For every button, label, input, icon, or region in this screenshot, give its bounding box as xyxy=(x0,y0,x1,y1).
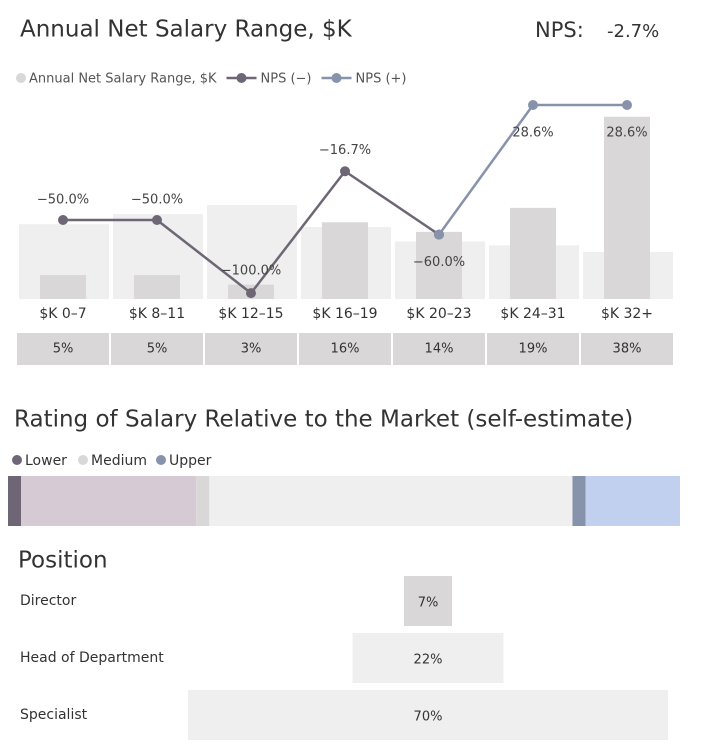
value-label: 7% xyxy=(418,596,439,611)
x-tick-label: $K 20–23 xyxy=(406,306,471,322)
x-tick-label: $K 24–31 xyxy=(500,306,565,322)
bar xyxy=(604,116,650,299)
data-label: 28.6% xyxy=(606,125,647,140)
segment xyxy=(196,476,573,526)
point xyxy=(246,288,256,299)
data-label: −60.0% xyxy=(413,255,465,270)
point xyxy=(434,229,444,240)
segment xyxy=(572,476,680,526)
legend-label: NPS (−) xyxy=(261,72,312,87)
segment-edge xyxy=(196,476,210,526)
category-label: Head of Department xyxy=(20,650,164,666)
legend-label: Upper xyxy=(169,453,212,469)
bar xyxy=(322,222,368,299)
value-cell xyxy=(205,333,297,365)
legend-marker xyxy=(156,455,166,465)
point xyxy=(340,166,350,177)
legend-label: NPS (+) xyxy=(356,72,407,87)
value-cell xyxy=(17,333,109,365)
legend-marker xyxy=(236,73,247,83)
chart-title: Rating of Salary Relative to the Market … xyxy=(14,407,633,433)
value-label: 3% xyxy=(241,342,262,357)
value-label: 70% xyxy=(414,710,443,725)
value-label: 5% xyxy=(53,342,74,357)
data-label: −50.0% xyxy=(131,192,183,207)
legend-label: Lower xyxy=(25,453,67,469)
value-cell xyxy=(393,333,485,365)
segment-edge xyxy=(8,476,21,526)
point xyxy=(622,99,632,110)
nps-value: -2.7% xyxy=(607,21,659,42)
value-label: 38% xyxy=(613,342,642,357)
legend-marker xyxy=(16,73,26,83)
bar xyxy=(404,576,452,626)
bar xyxy=(188,690,668,740)
x-tick-label: $K 8–11 xyxy=(129,306,185,322)
x-tick-label: $K 12–15 xyxy=(218,306,283,322)
value-label: 14% xyxy=(425,342,454,357)
data-label: −100.0% xyxy=(221,264,281,279)
legend-label: Annual Net Salary Range, $K xyxy=(29,72,217,87)
data-label: 28.6% xyxy=(512,125,553,140)
value-label: 22% xyxy=(414,653,443,668)
legend-marker xyxy=(331,73,342,83)
point xyxy=(152,214,162,225)
segment-edge xyxy=(572,476,586,526)
point xyxy=(528,99,538,110)
legend-marker xyxy=(12,455,22,465)
point xyxy=(58,214,68,225)
value-cell xyxy=(111,333,203,365)
value-cell xyxy=(581,333,673,365)
value-label: 19% xyxy=(519,342,548,357)
bar xyxy=(40,275,86,299)
x-tick-label: $K 0–7 xyxy=(39,306,86,322)
bar xyxy=(352,633,504,683)
category-label: Director xyxy=(20,593,76,609)
x-tick-label: $K 32+ xyxy=(601,306,653,322)
data-label: −50.0% xyxy=(37,192,89,207)
x-tick-label: $K 16–19 xyxy=(312,306,377,322)
bar xyxy=(134,275,180,299)
chart-title: Annual Net Salary Range, $K xyxy=(20,17,353,43)
bar xyxy=(510,207,556,299)
bar xyxy=(416,231,462,299)
value-cell xyxy=(299,333,391,365)
segment xyxy=(8,476,197,526)
legend-label: Medium xyxy=(91,453,147,469)
value-label: 5% xyxy=(147,342,168,357)
legend-marker xyxy=(78,455,88,465)
nps-label: NPS: xyxy=(535,18,584,42)
category-label: Specialist xyxy=(20,707,88,723)
data-label: −16.7% xyxy=(319,143,371,158)
value-label: 16% xyxy=(331,342,360,357)
chart-title: Position xyxy=(18,548,108,574)
value-cell xyxy=(487,333,579,365)
